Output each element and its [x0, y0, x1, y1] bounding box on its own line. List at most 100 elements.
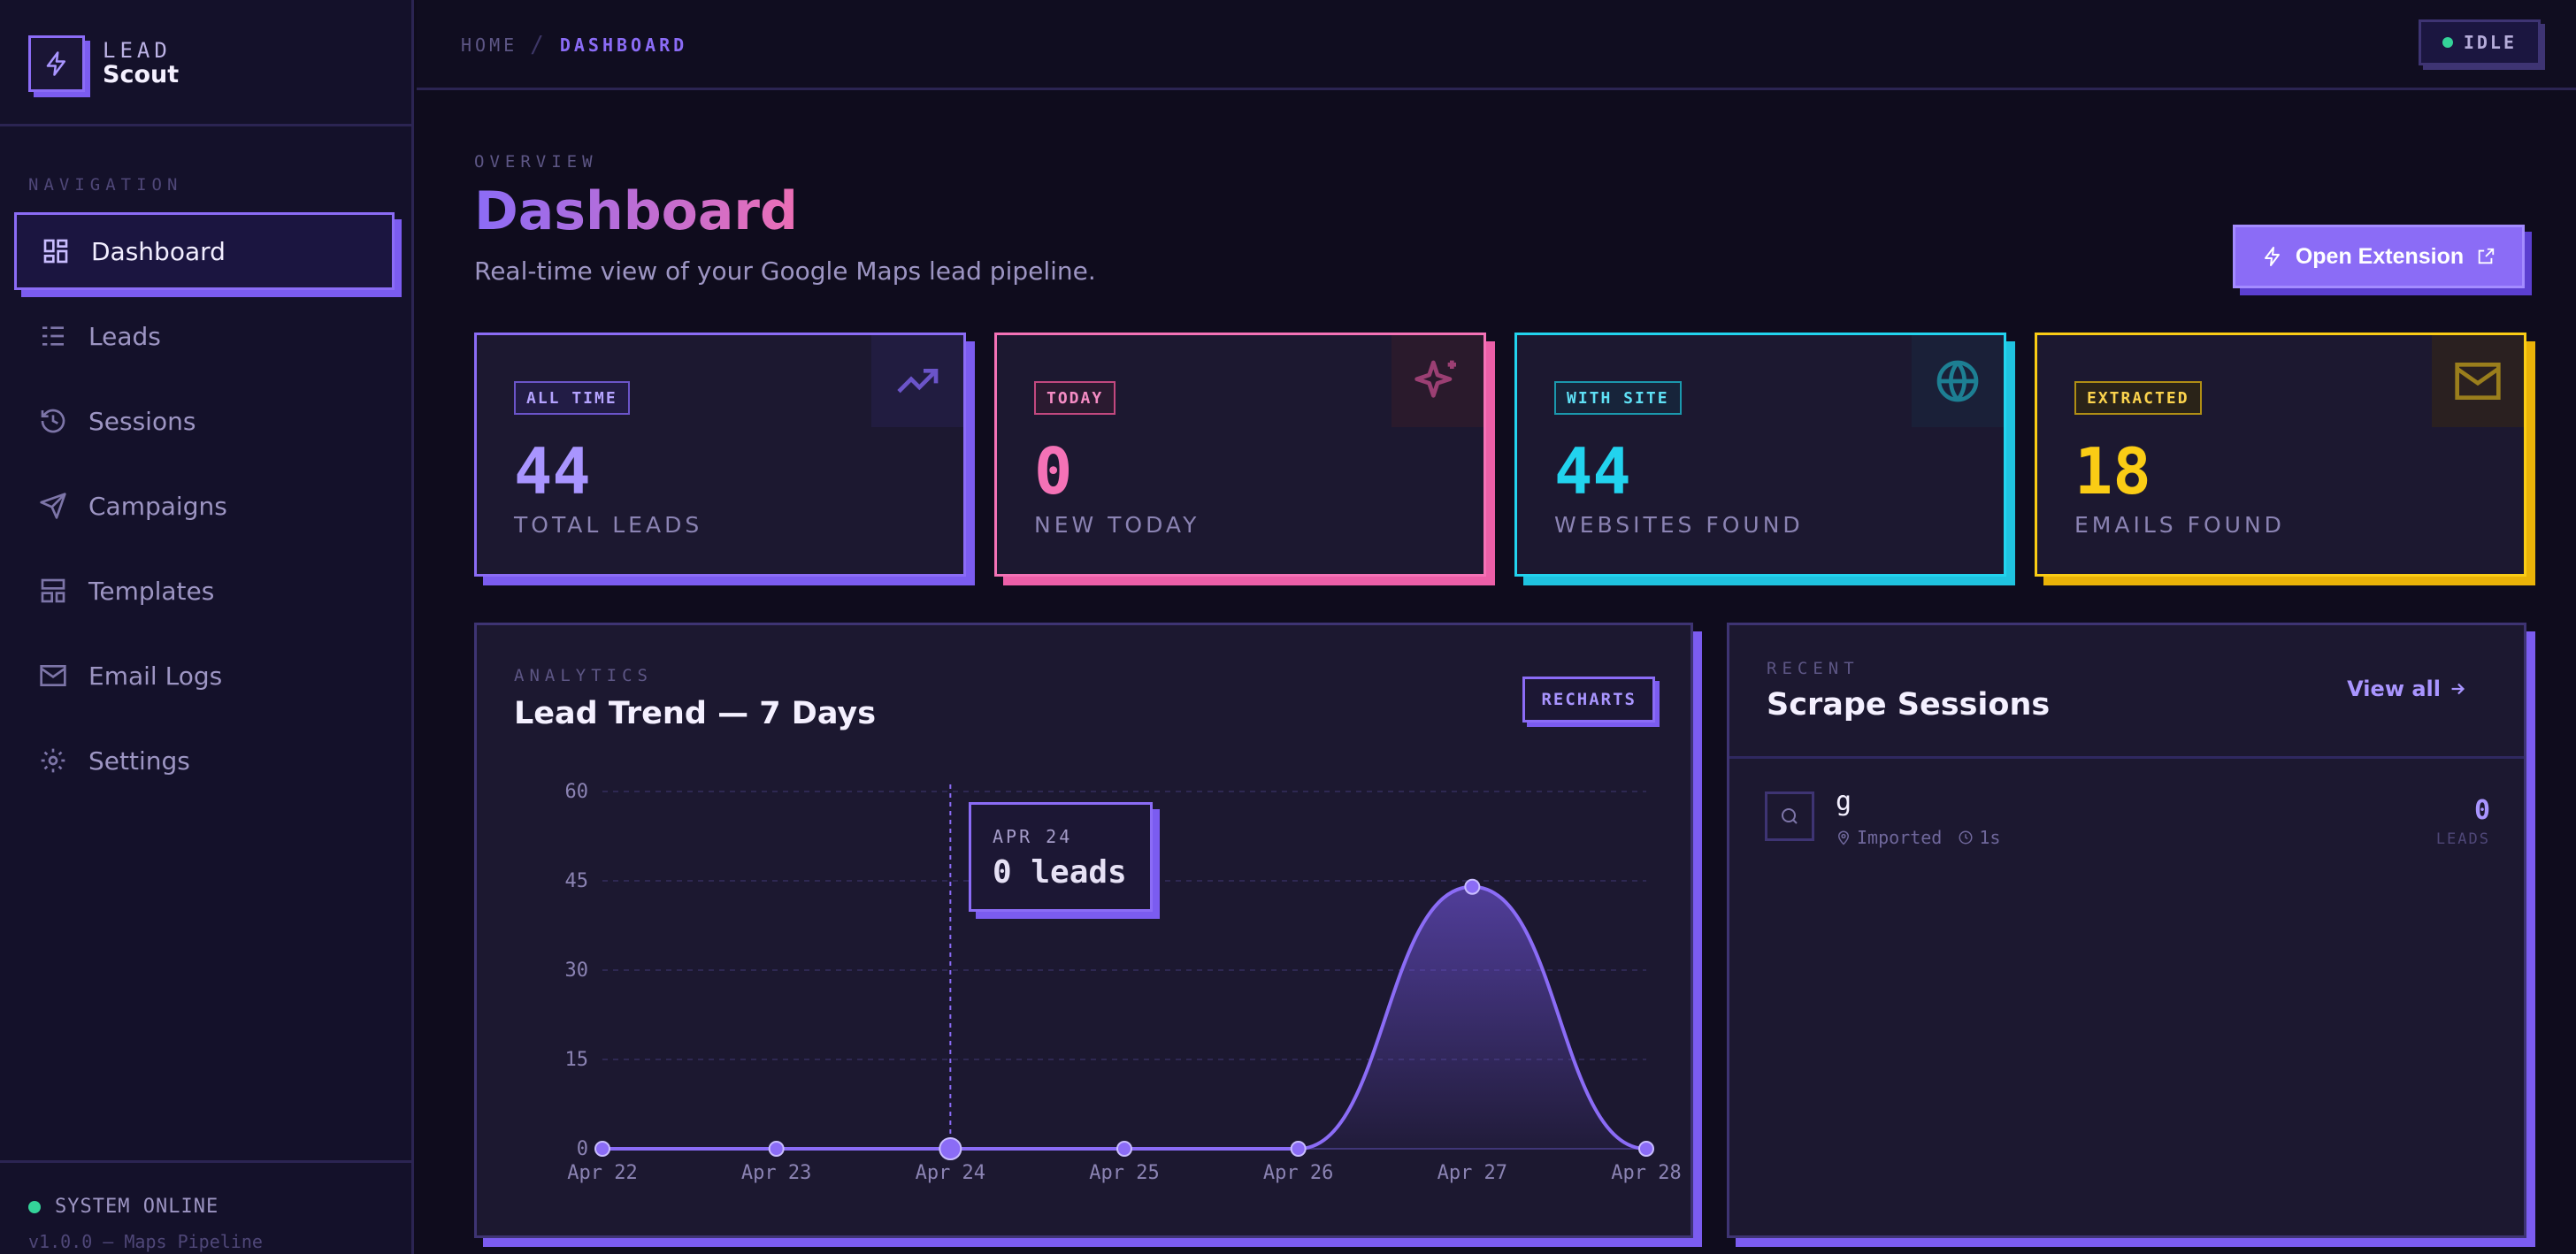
sidebar-item-settings[interactable]: Settings [14, 722, 396, 799]
status-dot-icon [28, 1200, 41, 1213]
stat-value: 18 [2074, 434, 2151, 508]
mail-icon [40, 665, 66, 686]
sparkles-icon [1392, 335, 1484, 427]
sidebar-item-label: Email Logs [88, 661, 223, 691]
y-tick-label: 45 [565, 870, 589, 892]
stat-label: TOTAL LEADS [514, 512, 703, 538]
y-tick-label: 30 [565, 960, 589, 982]
trending-up-icon [871, 335, 963, 427]
overview-label: OVERVIEW [474, 152, 598, 172]
sidebar-item-leads[interactable]: Leads [14, 297, 396, 375]
stat-card-total-leads[interactable]: ALL TIME 44 TOTAL LEADS [474, 333, 966, 577]
arrow-right-icon [2451, 683, 2465, 695]
topbar: HOME / DASHBOARD IDLE [417, 0, 2576, 90]
status-badge: IDLE [2418, 19, 2541, 65]
stat-label: EMAILS FOUND [2074, 512, 2285, 538]
breadcrumb: HOME / DASHBOARD [461, 32, 687, 58]
brand-line1: LEAD [103, 37, 172, 63]
divider [0, 1160, 414, 1163]
data-point[interactable] [1464, 878, 1481, 895]
mail-icon [2432, 335, 2524, 427]
stat-card-emails-found[interactable]: EXTRACTED 18 EMAILS FOUND [2035, 333, 2526, 577]
status-badge-text: IDLE [2463, 32, 2517, 53]
external-link-icon [2478, 248, 2495, 264]
session-name: g [1836, 786, 1852, 817]
x-tick-label: Apr 28 [1611, 1162, 1681, 1184]
data-point[interactable] [768, 1141, 785, 1157]
lightning-logo-icon [28, 35, 85, 92]
sidebar-item-label: Sessions [88, 406, 196, 436]
stat-value: 0 [1034, 434, 1073, 508]
sidebar-item-label: Campaigns [88, 491, 227, 521]
sidebar-item-label: Settings [88, 746, 190, 776]
view-all-link[interactable]: View all [2347, 677, 2467, 701]
send-icon [40, 493, 66, 519]
page-title: Dashboard [474, 180, 798, 242]
series-line [602, 884, 1647, 1151]
open-extension-button[interactable]: Open Extension [2233, 225, 2525, 288]
sidebar-item-dashboard[interactable]: Dashboard [14, 212, 395, 290]
brand-line2: Scout [103, 61, 180, 89]
stat-badge: TODAY [1034, 381, 1116, 415]
view-all-label: View all [2347, 677, 2441, 701]
stat-card-new-today[interactable]: TODAY 0 NEW TODAY [994, 333, 1486, 577]
page-subtitle: Real-time view of your Google Maps lead … [474, 256, 1096, 286]
sidebar-item-campaigns[interactable]: Campaigns [14, 467, 396, 545]
stat-value: 44 [1554, 434, 1631, 508]
brand[interactable]: LEAD Scout [28, 34, 179, 94]
data-point[interactable] [1116, 1141, 1132, 1157]
session-duration: 1s [1979, 827, 2001, 848]
stat-card-websites-found[interactable]: WITH SITE 44 WEBSITES FOUND [1514, 333, 2006, 577]
breadcrumb-separator: / [530, 32, 548, 58]
gear-icon [41, 748, 65, 773]
sidebar-item-label: Templates [88, 576, 215, 606]
stat-value: 44 [514, 434, 591, 508]
sidebar-item-email-logs[interactable]: Email Logs [14, 637, 396, 715]
breadcrumb-current: DASHBOARD [559, 34, 688, 56]
session-source: Imported [1857, 827, 1943, 848]
version-text: v1.0.0 — Maps Pipeline [28, 1231, 263, 1252]
data-point[interactable] [1290, 1141, 1307, 1157]
stat-label: NEW TODAY [1034, 512, 1200, 538]
x-tick-label: Apr 27 [1438, 1162, 1507, 1184]
system-status: SYSTEM ONLINE [28, 1196, 218, 1218]
breadcrumb-home[interactable]: HOME [461, 34, 518, 56]
history-icon [41, 409, 65, 433]
layout-icon [41, 578, 65, 603]
session-meta: Imported 1s [1836, 827, 2000, 848]
sidebar-nav: Dashboard Leads Sessions Campaigns Templ… [14, 212, 396, 807]
status-dot-icon [2442, 37, 2453, 48]
tooltip-date: APR 24 [993, 826, 1073, 847]
x-tick-label: Apr 22 [567, 1162, 637, 1184]
y-tick-label: 60 [565, 781, 589, 803]
data-point[interactable] [939, 1137, 962, 1160]
sidebar: LEAD Scout NAVIGATION Dashboard Leads Se… [0, 0, 414, 1254]
recharts-badge: RECHARTS [1522, 677, 1655, 723]
globe-icon [1912, 335, 2004, 427]
list-icon [42, 326, 64, 346]
data-point[interactable] [594, 1141, 610, 1157]
y-tick-label: 0 [577, 1138, 588, 1160]
sidebar-item-label: Dashboard [91, 236, 226, 266]
data-point[interactable] [1638, 1141, 1654, 1157]
panel-title: Scrape Sessions [1767, 687, 2051, 723]
scrape-sessions-panel: RECENT Scrape Sessions View all g Import… [1727, 623, 2526, 1238]
dashboard-icon [43, 239, 68, 264]
sidebar-item-templates[interactable]: Templates [14, 552, 396, 630]
search-icon [1765, 791, 1814, 841]
sidebar-item-label: Leads [88, 321, 161, 351]
area-fill [602, 886, 1646, 1149]
nav-heading: NAVIGATION [28, 175, 183, 195]
list-item[interactable]: g Imported 1s 0 LEADS [1765, 786, 2490, 857]
divider [1729, 756, 2524, 759]
panel-title: Lead Trend — 7 Days [514, 696, 877, 731]
x-tick-label: Apr 25 [1089, 1162, 1159, 1184]
panel-overline: RECENT [1767, 659, 1859, 678]
sidebar-item-sessions[interactable]: Sessions [14, 382, 396, 460]
stat-badge: ALL TIME [514, 381, 630, 415]
stat-badge: WITH SITE [1554, 381, 1682, 415]
open-extension-label: Open Extension [2295, 243, 2465, 269]
divider [0, 124, 414, 126]
tooltip-value: 0 leads [993, 854, 1127, 891]
